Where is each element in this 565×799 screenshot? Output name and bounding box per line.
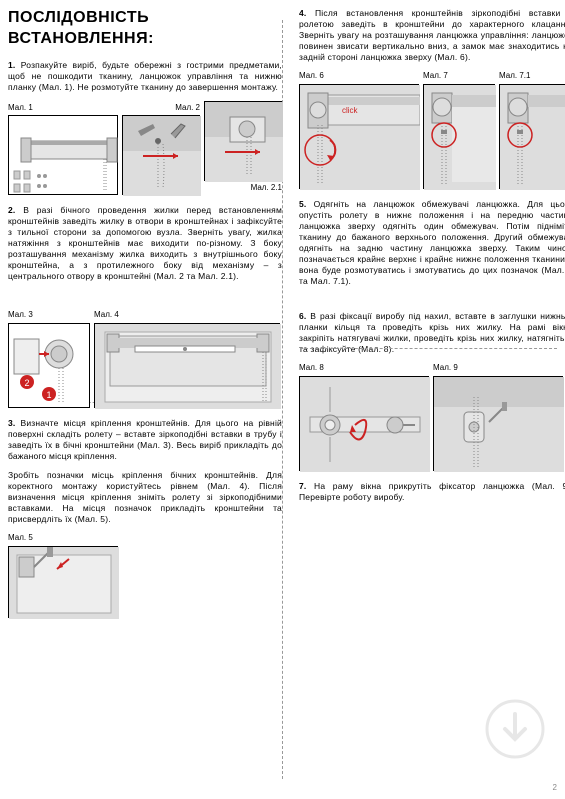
fig-m5 [8,546,118,618]
step3-text: 3. Визначте місця кріплення кронштейнів.… [8,418,282,462]
fig-m3: 2 1 [8,323,90,408]
fig-m1-label: Мал. 1 [8,103,118,113]
step3b-text: Зробіть позначки місць кріплення бічних … [8,470,282,525]
fig-m1-box: Мал. 1 [8,103,118,195]
fig-m5-label: Мал. 5 [8,533,118,543]
right-column: 4. Після встановлення кронштейнів зіркоп… [299,8,565,628]
step7-text: 7. На раму вікна прикрутіть фіксатор лан… [299,481,565,503]
fig-m6: click [299,84,419,189]
svg-text:2: 2 [24,378,29,388]
fig-m1 [8,115,118,195]
fig-m7 [423,84,495,189]
fig-m6-label: Мал. 6 [299,71,419,81]
fig-m71-box: Мал. 7.1 [499,71,565,188]
horizontal-divider-right [300,348,557,349]
fig-m71-label: Мал. 7.1 [499,71,565,81]
left-column: ПОСЛІДОВНІСТЬ ВСТАНОВЛЕННЯ: 1. Розпакуйт… [8,8,282,628]
page-title: ПОСЛІДОВНІСТЬ ВСТАНОВЛЕННЯ: [8,8,282,50]
fig-m9 [433,376,563,471]
step1-text: 1. Розпакуйте виріб, будьте обережні з г… [8,60,282,93]
fig-m71 [499,84,565,189]
svg-text:click: click [342,106,359,115]
fig-m5-box: Мал. 5 [8,533,118,617]
fig-m4-box: Мал. 4 [94,310,280,407]
fig-m7-box: Мал. 7 [423,71,495,188]
fig-m8 [299,376,429,471]
watermark-icon [485,699,545,759]
fig-m4-label: Мал. 4 [94,310,280,320]
figrow-1: Мал. 1 Мал. 2 [8,101,282,195]
fig-m2-box: Мал. 2 [122,103,200,195]
fig-m3-box: Мал. 3 2 1 [8,310,90,407]
fig-m4 [94,323,280,408]
fig-m6-box: Мал. 6 click [299,71,419,188]
step2-text: 2. В разі бічного проведення жилки перед… [8,205,282,282]
figrow-2: Мал. 3 2 1 Мал. 4 [8,310,282,407]
fig-m7-label: Мал. 7 [423,71,495,81]
fig-m9-box: Мал. 9 [433,363,563,470]
figrow-3: Мал. 5 [8,533,282,617]
fig-m8-box: Мал. 8 [299,363,429,470]
fig-m8-label: Мал. 8 [299,363,429,373]
figrow-5: Мал. 8 Мал. 9 [299,363,565,470]
fig-m3-label: Мал. 3 [8,310,90,320]
page-number: 2 [553,783,557,793]
fig-m21 [204,101,282,181]
step5-text: 5. Одягніть на ланцюжок обмежувачі ланцю… [299,199,565,287]
svg-text:1: 1 [46,390,51,400]
fig-m2-label: Мал. 2 [122,103,200,113]
fig-m2 [122,115,200,195]
step4-text: 4. Після встановлення кронштейнів зіркоп… [299,8,565,63]
fig-m21-box: Мал. 2.1 [204,101,282,195]
figrow-4: Мал. 6 click Мал. 7 [299,71,565,188]
fig-m9-label: Мал. 9 [433,363,563,373]
fig-m21-label: Мал. 2.1 [204,183,282,193]
